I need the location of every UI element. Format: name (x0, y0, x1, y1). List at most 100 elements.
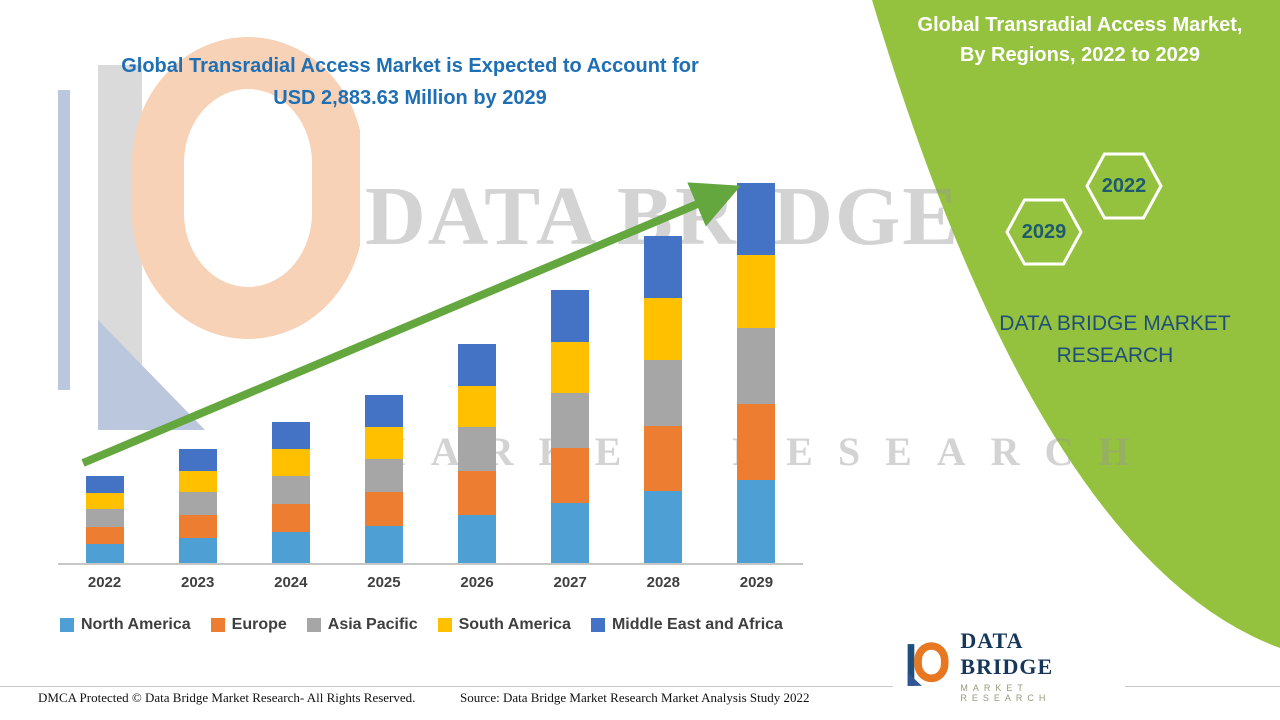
hexagon-2029-label: 2029 (1021, 220, 1067, 243)
x-tick-2028: 2028 (646, 574, 680, 591)
bar-segment-north-america (644, 491, 683, 563)
brand-line2: RESEARCH (1056, 344, 1174, 367)
bar-segment-asia-pacific (364, 458, 403, 493)
x-tick-2024: 2024 (274, 574, 308, 591)
bar-segment-europe (458, 471, 497, 515)
stacked-bar-2029 (737, 183, 776, 563)
bar-column-2028 (617, 185, 710, 563)
bar-segment-south-america (644, 298, 683, 361)
legend-item-asia-pacific: Asia Pacific (306, 616, 418, 634)
bar-segment-middle-east-and-africa (178, 449, 217, 471)
bar-segment-south-america (551, 341, 590, 394)
bar-segment-middle-east-and-africa (271, 421, 310, 449)
hexagon-2022: 2022 (1085, 152, 1163, 220)
footer-logo: DATA BRIDGE MARKET RESEARCH (893, 628, 1125, 703)
bar-segment-middle-east-and-africa (737, 183, 776, 256)
bar-segment-asia-pacific (271, 475, 310, 504)
x-tick-2029: 2029 (739, 574, 774, 591)
bar-column-2023 (151, 185, 244, 563)
bar-segment-middle-east-and-africa (85, 476, 124, 493)
bar-segment-north-america (178, 538, 217, 563)
bar-segment-europe (85, 526, 124, 544)
bar-segment-asia-pacific (178, 492, 217, 516)
source-note: Source: Data Bridge Market Research Mark… (460, 690, 810, 705)
legend-label: Middle East and Africa (611, 616, 783, 633)
bar-segment-north-america (737, 479, 776, 563)
bar-segment-south-america (85, 492, 124, 510)
bar-column-2025 (337, 185, 430, 563)
bar-segment-europe (271, 503, 310, 532)
bar-segment-middle-east-and-africa (551, 289, 590, 342)
bar-segment-middle-east-and-africa (644, 236, 683, 299)
stacked-bar-2023 (178, 449, 217, 563)
stacked-bar-2026 (458, 344, 497, 563)
stacked-bar-2022 (85, 476, 124, 563)
bar-column-2026 (431, 185, 524, 563)
x-tick-2025: 2025 (367, 574, 401, 591)
stacked-bar-2028 (644, 236, 683, 563)
bar-segment-north-america (458, 514, 497, 563)
legend-label: Asia Pacific (327, 616, 418, 633)
x-tick-2026: 2026 (460, 574, 494, 591)
legend-label: North America (81, 616, 191, 633)
bar-segment-europe (364, 492, 403, 526)
footer-divider (0, 686, 1280, 687)
bar-column-2029 (710, 183, 803, 563)
databridge-logo-icon (907, 642, 949, 686)
brand-line1: DATA BRIDGE MARKET (999, 312, 1231, 335)
legend-swatch-icon (590, 618, 605, 632)
bar-segment-europe (178, 515, 217, 538)
hexagon-2029: 2029 (1005, 198, 1083, 266)
legend-label: South America (458, 616, 571, 633)
bar-segment-north-america (85, 543, 124, 563)
bar-segment-south-america (364, 426, 403, 459)
brand-text: DATA BRIDGE MARKET RESEARCH (950, 308, 1280, 372)
bar-segment-asia-pacific (85, 509, 124, 527)
footer-logo-title: DATA BRIDGE (960, 627, 1054, 679)
legend-swatch-icon (437, 618, 452, 632)
bar-segment-asia-pacific (551, 393, 590, 449)
hexagon-2022-label: 2022 (1101, 174, 1147, 197)
x-tick-2022: 2022 (87, 574, 122, 591)
stacked-bar-2027 (551, 289, 590, 563)
bar-segment-south-america (178, 470, 217, 493)
bar-segment-north-america (364, 526, 403, 563)
footer-logo-subtitle: MARKET RESEARCH (960, 682, 1051, 703)
legend-item-north-america: North America (60, 616, 191, 634)
x-tick-2023: 2023 (181, 574, 215, 591)
bar-segment-south-america (271, 448, 310, 476)
panel-title: Global Transradial Access Market, By Reg… (895, 10, 1265, 70)
bar-segment-south-america (737, 255, 776, 328)
legend: North America Europe Asia Pacific South Ame… (60, 616, 783, 634)
chart-title-line1: Global Transradial Access Market is Expe… (121, 55, 699, 77)
bar-segment-asia-pacific (737, 327, 776, 404)
bar-segment-asia-pacific (458, 427, 497, 472)
footer-logo-text: DATA BRIDGE MARKET RESEARCH (960, 628, 1117, 703)
bar-chart-plot (58, 183, 803, 565)
bar-segment-middle-east-and-africa (458, 344, 497, 386)
legend-swatch-icon (210, 618, 225, 632)
legend-swatch-icon (60, 618, 74, 632)
stacked-bar-2025 (364, 395, 403, 563)
x-axis-labels: 2022 2023 2024 2025 2026 2027 2028 2029 (58, 574, 803, 591)
x-tick-2027: 2027 (553, 574, 587, 591)
legend-item-south-america: South America (437, 616, 571, 634)
panel-title-line1: Global Transradial Access Market, (917, 14, 1243, 36)
bar-column-2024 (244, 185, 337, 563)
legend-label: Europe (231, 616, 287, 633)
legend-item-europe: Europe (210, 616, 287, 634)
bar-segment-europe (551, 448, 590, 503)
bar-segment-europe (644, 425, 683, 491)
bar-column-2022 (58, 185, 151, 563)
dmca-notice: DMCA Protected © Data Bridge Market Rese… (38, 690, 416, 705)
hexagon-outline-icon (1085, 152, 1163, 220)
stacked-bar-2024 (271, 421, 310, 563)
bar-segment-south-america (458, 385, 497, 428)
bar-segment-asia-pacific (644, 360, 683, 426)
panel-title-line2: By Regions, 2022 to 2029 (959, 44, 1201, 66)
hexagon-outline-icon (1005, 198, 1083, 266)
bar-segment-middle-east-and-africa (364, 395, 403, 427)
bar-column-2027 (524, 185, 617, 563)
